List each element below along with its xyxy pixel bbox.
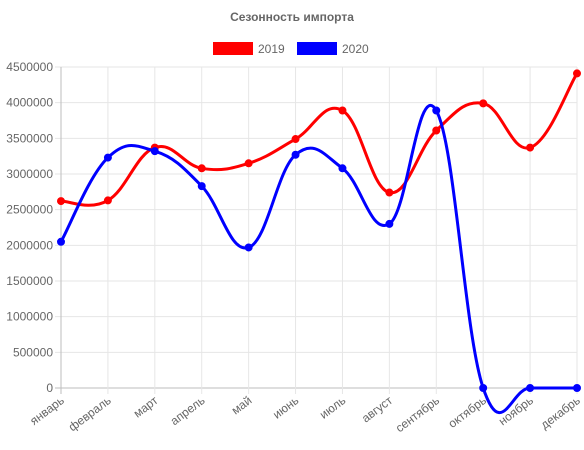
data-point[interactable] (479, 384, 488, 392)
data-point[interactable] (197, 164, 206, 173)
legend-swatch (297, 42, 337, 55)
legend-label: 2020 (342, 42, 369, 56)
y-tick-label: 4000000 (6, 96, 53, 110)
series-layer (57, 69, 581, 415)
data-point[interactable] (57, 197, 65, 206)
series-line (59, 104, 577, 415)
series-2019 (57, 69, 581, 207)
y-tick-label: 2500000 (6, 203, 53, 217)
data-point[interactable] (150, 147, 159, 156)
x-tick-label: январь (27, 393, 67, 428)
y-tick-label: 3500000 (6, 131, 53, 145)
y-axis: 0 500000 1000000 1500000 2000000 2500000 30000… (6, 60, 53, 395)
x-tick-label: май (229, 393, 255, 417)
y-tick-label: 1000000 (6, 310, 53, 324)
data-point[interactable] (526, 384, 535, 392)
data-point[interactable] (573, 69, 581, 78)
data-point[interactable] (526, 143, 535, 152)
data-point[interactable] (338, 164, 347, 173)
data-point[interactable] (197, 182, 206, 191)
chart-title: Сезонность импорта (230, 10, 354, 24)
x-tick-label: июнь (270, 393, 301, 421)
data-point[interactable] (291, 150, 300, 159)
x-tick-label: июль (317, 393, 348, 421)
data-point[interactable] (432, 106, 441, 115)
y-tick-label: 3000000 (6, 167, 53, 181)
data-point[interactable] (385, 219, 394, 228)
data-point[interactable] (103, 196, 112, 205)
data-point[interactable] (291, 135, 300, 144)
data-point[interactable] (244, 159, 253, 168)
data-point[interactable] (573, 384, 581, 392)
data-point[interactable] (244, 243, 253, 252)
series-2020 (57, 104, 581, 415)
x-tick-label: апрель (168, 393, 208, 428)
legend-label: 2019 (258, 42, 285, 56)
grid (55, 66, 578, 394)
x-tick-label: февраль (66, 393, 114, 434)
x-tick-label: сентябрь (393, 393, 442, 435)
x-tick-label: март (131, 393, 161, 421)
y-tick-label: 0 (46, 381, 53, 395)
legend-swatch (213, 42, 253, 55)
y-tick-label: 1500000 (6, 274, 53, 288)
y-tick-label: 2000000 (6, 238, 53, 252)
x-tick-label: август (359, 393, 396, 425)
series-line (60, 72, 579, 207)
data-point[interactable] (57, 237, 65, 246)
data-point[interactable] (479, 99, 488, 108)
data-point[interactable] (432, 126, 441, 135)
x-tick-label: октябрь (446, 393, 489, 431)
x-tick-label: декабрь (538, 393, 583, 432)
data-point[interactable] (385, 188, 394, 197)
data-point[interactable] (338, 106, 347, 115)
legend: 2019 2020 (213, 42, 369, 56)
data-point[interactable] (103, 153, 112, 162)
y-tick-label: 4500000 (6, 60, 53, 74)
y-tick-label: 500000 (13, 345, 53, 359)
